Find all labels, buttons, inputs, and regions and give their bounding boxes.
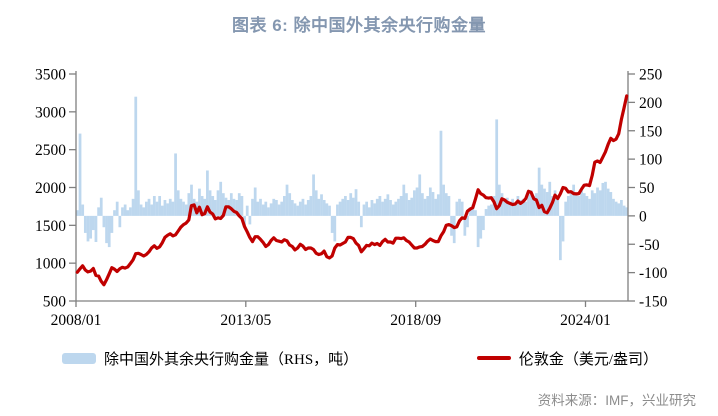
- legend-bar-swatch-icon: [62, 352, 96, 364]
- svg-text:50: 50: [639, 180, 655, 197]
- svg-text:2024/01: 2024/01: [560, 312, 611, 329]
- legend-line-label: 伦敦金（美元/盎司）: [518, 351, 658, 368]
- source-note: 资料来源：IMF，兴业研究: [537, 393, 696, 408]
- svg-text:2018/09: 2018/09: [390, 312, 441, 329]
- svg-text:2000: 2000: [35, 180, 66, 197]
- right-axis-labels: -150 -100 -50 0 50 100 150 200 250: [639, 67, 668, 311]
- chart-title: 图表 6: 除中国外其余央行购金量: [231, 16, 487, 35]
- left-axis-labels: 500 1000 1500 2000 2500 3000 3500: [35, 67, 66, 311]
- svg-text:100: 100: [639, 152, 663, 169]
- svg-text:2500: 2500: [35, 142, 66, 159]
- svg-text:2008/01: 2008/01: [51, 312, 102, 329]
- legend-bar-label: 除中国外其余央行购金量（RHS，吨）: [104, 351, 359, 368]
- svg-text:-50: -50: [639, 237, 660, 254]
- svg-text:250: 250: [639, 67, 663, 84]
- svg-text:1500: 1500: [35, 218, 66, 235]
- legend-item-gold-price: 伦敦金（美元/盎司）: [476, 348, 658, 369]
- svg-text:0: 0: [639, 208, 647, 225]
- svg-text:200: 200: [639, 95, 663, 112]
- bars-series: [76, 96, 629, 261]
- svg-text:-100: -100: [639, 265, 668, 282]
- axes: [69, 71, 635, 307]
- svg-text:3500: 3500: [35, 67, 66, 84]
- svg-text:1000: 1000: [35, 256, 66, 273]
- svg-text:500: 500: [43, 294, 67, 311]
- legend-item-purchases: 除中国外其余央行购金量（RHS，吨）: [62, 348, 358, 369]
- svg-text:3000: 3000: [35, 104, 66, 121]
- legend-line-swatch-icon: [476, 356, 511, 360]
- chart-plot-area: 500 1000 1500 2000 2500 3000 3500 -150 -100 -50 0 5…: [35, 67, 668, 330]
- gold-price-line: [75, 94, 629, 287]
- svg-text:-150: -150: [639, 294, 668, 311]
- svg-text:150: 150: [639, 123, 663, 140]
- svg-text:2013/05: 2013/05: [220, 312, 271, 329]
- x-axis-labels: 2008/01 2013/05 2018/09 2024/01: [51, 312, 611, 329]
- chart-legend: 除中国外其余央行购金量（RHS，吨） 伦敦金（美元/盎司）: [0, 346, 718, 368]
